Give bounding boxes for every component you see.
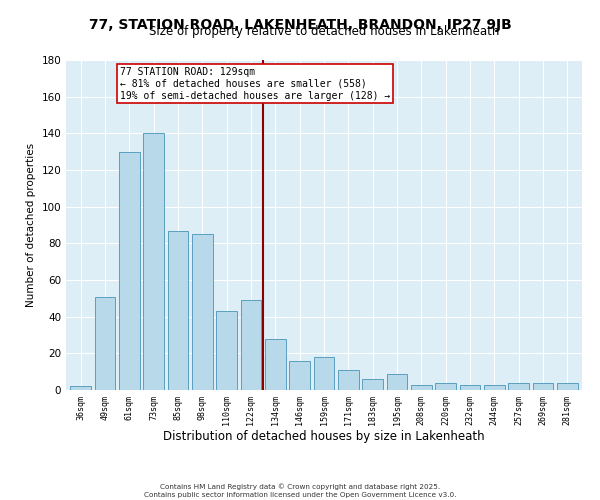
Bar — [508, 382, 529, 390]
X-axis label: Distribution of detached houses by size in Lakenheath: Distribution of detached houses by size … — [163, 430, 485, 444]
Bar — [241, 300, 262, 390]
Bar — [70, 386, 91, 390]
Bar — [167, 230, 188, 390]
Bar — [533, 382, 553, 390]
Bar — [192, 234, 212, 390]
Bar — [95, 296, 115, 390]
Bar — [386, 374, 407, 390]
Bar — [119, 152, 140, 390]
Bar — [216, 311, 237, 390]
Bar — [460, 384, 481, 390]
Bar — [411, 384, 432, 390]
Text: 77, STATION ROAD, LAKENHEATH, BRANDON, IP27 9JB: 77, STATION ROAD, LAKENHEATH, BRANDON, I… — [89, 18, 511, 32]
Bar — [143, 134, 164, 390]
Text: 77 STATION ROAD: 129sqm
← 81% of detached houses are smaller (558)
19% of semi-d: 77 STATION ROAD: 129sqm ← 81% of detache… — [119, 68, 390, 100]
Bar — [289, 360, 310, 390]
Bar — [436, 382, 456, 390]
Text: Contains HM Land Registry data © Crown copyright and database right 2025.
Contai: Contains HM Land Registry data © Crown c… — [144, 484, 456, 498]
Bar — [362, 379, 383, 390]
Bar — [338, 370, 359, 390]
Bar — [484, 384, 505, 390]
Bar — [265, 338, 286, 390]
Title: Size of property relative to detached houses in Lakenheath: Size of property relative to detached ho… — [149, 25, 499, 38]
Y-axis label: Number of detached properties: Number of detached properties — [26, 143, 36, 307]
Bar — [314, 357, 334, 390]
Bar — [557, 382, 578, 390]
